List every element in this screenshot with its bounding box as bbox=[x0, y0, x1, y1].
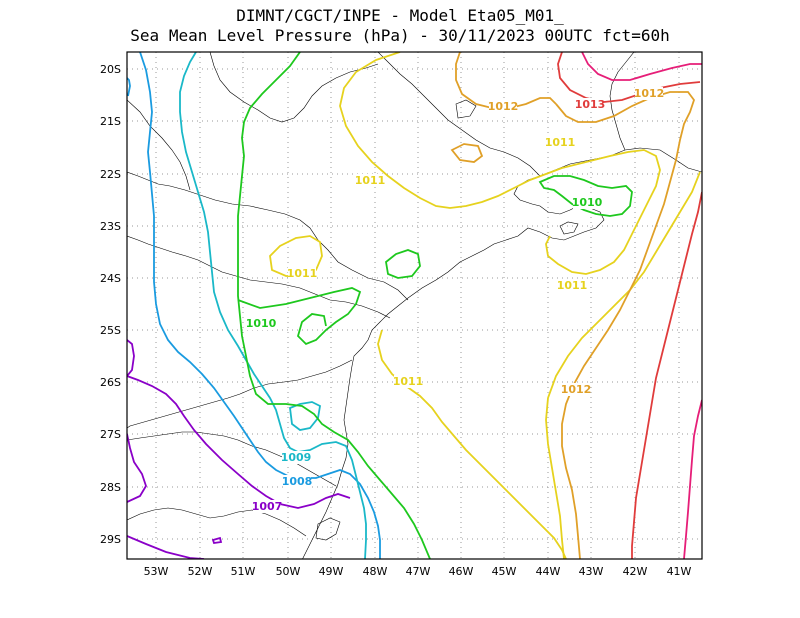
coastline-and-borders bbox=[127, 52, 702, 559]
contour-labels: 1007 1008 1009 1010 1010 1011 1011 1011 1011 1011… bbox=[246, 87, 665, 513]
lat-tick-label: 24S bbox=[100, 272, 121, 285]
lon-tick-label: 45W bbox=[492, 565, 517, 578]
border-pr-sc bbox=[127, 359, 353, 429]
contour-label: 1008 bbox=[282, 475, 313, 488]
isobar-1013-east bbox=[631, 191, 702, 559]
isobar-1006 bbox=[127, 339, 135, 377]
isobar-1014-east bbox=[683, 399, 702, 559]
latitude-labels: 20S 21S 22S 23S 24S 25S 26S 27S 28S 29S bbox=[100, 63, 121, 546]
lat-tick-label: 26S bbox=[100, 376, 121, 389]
contour-label-background bbox=[635, 87, 663, 100]
contour-label-background bbox=[282, 451, 310, 464]
contour-label-background bbox=[576, 98, 604, 111]
lon-tick-label: 41W bbox=[667, 565, 692, 578]
contour-label: 1010 bbox=[246, 317, 277, 330]
lon-tick-label: 42W bbox=[623, 565, 648, 578]
lon-tick-label: 52W bbox=[188, 565, 213, 578]
lon-tick-label: 43W bbox=[579, 565, 604, 578]
isobar-1009 bbox=[179, 52, 367, 559]
isobar-1008b bbox=[139, 52, 381, 559]
contour-label-background bbox=[558, 279, 586, 292]
lon-tick-label: 48W bbox=[363, 565, 388, 578]
contour-label: 1012 bbox=[561, 383, 592, 396]
isobar-1010-ring bbox=[237, 287, 362, 346]
isobar-1011-south bbox=[377, 329, 567, 559]
lon-tick-label: 53W bbox=[144, 565, 169, 578]
border-go bbox=[209, 52, 379, 123]
contour-label-background bbox=[356, 174, 384, 187]
isobar-1007-small bbox=[211, 536, 223, 544]
isobar-1008 bbox=[127, 77, 131, 97]
lat-tick-label: 23S bbox=[100, 220, 121, 233]
contour-label: 1011 bbox=[355, 174, 386, 187]
contour-label: 1012 bbox=[488, 100, 519, 113]
isobar-1010 bbox=[237, 52, 431, 559]
lon-tick-label: 47W bbox=[406, 565, 431, 578]
contour-label: 1011 bbox=[287, 267, 318, 280]
isobar-1010-small bbox=[385, 249, 421, 279]
contour-label-background bbox=[546, 136, 574, 149]
border-sc-rs bbox=[127, 431, 337, 487]
lat-lon-grid bbox=[127, 52, 702, 559]
border-ms bbox=[127, 99, 191, 191]
isobar-1007b bbox=[127, 433, 147, 503]
isobar-1011-far-east bbox=[545, 171, 701, 559]
lagoa-patos bbox=[315, 517, 341, 541]
border-mg-rj bbox=[377, 52, 541, 177]
lon-tick-label: 51W bbox=[231, 565, 256, 578]
contour-label: 1011 bbox=[557, 279, 588, 292]
isobar-1010-east bbox=[538, 175, 633, 217]
isobar-1011-north bbox=[339, 52, 661, 275]
contour-label: 1007 bbox=[252, 500, 283, 513]
contour-label: 1010 bbox=[572, 196, 603, 209]
reservoir bbox=[455, 99, 477, 119]
isobar-1014-top bbox=[581, 52, 702, 81]
lon-tick-label: 44W bbox=[536, 565, 561, 578]
contour-label-background bbox=[489, 100, 517, 113]
contour-label: 1011 bbox=[545, 136, 576, 149]
isobars bbox=[127, 52, 702, 559]
border-mg-es bbox=[609, 52, 635, 151]
contour-label-background bbox=[562, 383, 590, 396]
contour-label-background bbox=[288, 267, 316, 280]
bay-guanabara bbox=[559, 221, 579, 235]
contour-label-background bbox=[394, 375, 422, 388]
contour-label-background bbox=[253, 500, 281, 513]
border-uy bbox=[127, 507, 307, 537]
lat-tick-label: 28S bbox=[100, 481, 121, 494]
isobar-1007c bbox=[127, 535, 205, 559]
isobar-1012-east bbox=[555, 91, 696, 559]
contour-label: 1012 bbox=[634, 87, 665, 100]
plot-frame bbox=[126, 51, 703, 560]
lat-tick-label: 20S bbox=[100, 63, 121, 76]
border-mg-sp bbox=[127, 171, 409, 301]
lon-tick-label: 46W bbox=[449, 565, 474, 578]
contour-label: 1009 bbox=[281, 451, 312, 464]
lat-tick-label: 27S bbox=[100, 428, 121, 441]
isobar-1011-west bbox=[269, 235, 323, 277]
lat-tick-label: 29S bbox=[100, 533, 121, 546]
lat-tick-label: 21S bbox=[100, 115, 121, 128]
contour-label: 1013 bbox=[575, 98, 606, 111]
lon-tick-label: 49W bbox=[319, 565, 344, 578]
contour-label-background bbox=[283, 475, 311, 488]
lat-tick-label: 25S bbox=[100, 324, 121, 337]
lon-tick-label: 50W bbox=[276, 565, 301, 578]
isobar-1007 bbox=[127, 375, 351, 509]
isobar-1012-loop bbox=[450, 143, 484, 163]
contour-label: 1011 bbox=[393, 375, 424, 388]
contour-label-background bbox=[247, 317, 275, 330]
longitude-labels: 53W 52W 51W 50W 49W 48W 47W 46W 45W 44W 43W 42W 41W bbox=[144, 565, 692, 578]
lat-tick-label: 22S bbox=[100, 168, 121, 181]
map-title-line-2: Sea Mean Level Pressure (hPa) - 30/11/20… bbox=[130, 26, 670, 45]
map-title-line-1: DIMNT/CGCT/INPE - Model Eta05_M01_ bbox=[236, 6, 564, 25]
contour-label-background bbox=[573, 196, 601, 209]
border-sp-pr bbox=[127, 235, 391, 319]
